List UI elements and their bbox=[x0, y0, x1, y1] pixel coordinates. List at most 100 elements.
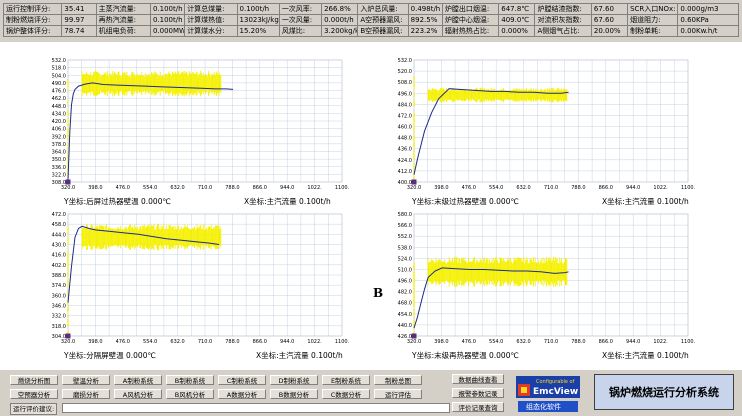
x-tick-label: 476.0 bbox=[462, 339, 476, 345]
toolbar-button[interactable]: D制粉系统 bbox=[270, 375, 318, 385]
y-tick-label: 496.0 bbox=[398, 91, 412, 97]
status-value: 0.100t/h bbox=[149, 14, 186, 26]
status-label: 入炉总风量: bbox=[357, 3, 409, 15]
y-tick-label: 392.0 bbox=[52, 134, 66, 140]
y-tick-label: 518.0 bbox=[52, 66, 66, 72]
y-tick-label: 476.0 bbox=[52, 89, 66, 95]
x-tick-label: 710.0 bbox=[198, 185, 212, 191]
chart-3-xlabel: X坐标:主汽流量 0.100t/h bbox=[256, 351, 343, 360]
status-value: 647.8℃ bbox=[498, 3, 536, 15]
x-tick-label: 866.0 bbox=[599, 339, 613, 345]
y-tick-label: 416.0 bbox=[52, 253, 66, 259]
advice-input[interactable] bbox=[62, 403, 450, 413]
data-curve-button[interactable]: 数据曲线查看 bbox=[452, 374, 504, 384]
y-tick-label: 308.0 bbox=[52, 180, 66, 186]
chart-1: 532.0518.0504.0490.0476.0462.0448.0434.0… bbox=[52, 58, 350, 191]
toolbar-button[interactable]: C制粉系统 bbox=[218, 375, 266, 385]
toolbar-button[interactable]: 制粉总图 bbox=[374, 375, 422, 385]
y-tick-label: 378.0 bbox=[52, 142, 66, 148]
status-value: 35.41 bbox=[61, 3, 97, 15]
y-tick-label: 510.0 bbox=[398, 267, 412, 273]
y-tick-label: 462.0 bbox=[52, 96, 66, 102]
y-tick-label: 424.0 bbox=[398, 158, 412, 164]
x-tick-label: 710.0 bbox=[198, 339, 212, 345]
x-tick-label: 944.0 bbox=[626, 185, 640, 191]
x-tick-label: 788.0 bbox=[571, 185, 585, 191]
toolbar-button[interactable]: B数据分析 bbox=[270, 389, 318, 399]
y-tick-label: 538.0 bbox=[398, 245, 412, 251]
toolbar-button[interactable]: E制粉系统 bbox=[322, 375, 370, 385]
x-tick-label: 320.0 bbox=[407, 185, 421, 191]
status-label: 对流积灰指数: bbox=[534, 14, 592, 26]
y-tick-label: 336.0 bbox=[52, 165, 66, 171]
toolbar-button[interactable]: 磨损分析 bbox=[62, 389, 110, 399]
status-label: 烟道阻力: bbox=[627, 14, 679, 26]
toolbar-button[interactable]: 壁温分析 bbox=[62, 375, 110, 385]
y-tick-label: 532.0 bbox=[398, 58, 412, 64]
chart-4-ylabel: Y坐标:末级再热器壁温 0.000℃ bbox=[412, 351, 519, 360]
status-label: 计算煤水分: bbox=[184, 25, 238, 37]
x-tick-label: 1022. bbox=[653, 339, 668, 345]
toolbar-button[interactable]: B风机分析 bbox=[166, 389, 214, 399]
status-value: 409.0℃ bbox=[498, 14, 536, 26]
status-value: 0.000g/m3 bbox=[677, 3, 739, 15]
b-marker: B bbox=[373, 286, 384, 300]
toolbar-button[interactable]: A风机分析 bbox=[114, 389, 162, 399]
toolbar-button[interactable]: A数据分析 bbox=[218, 389, 266, 399]
status-label: SCR入口NOx: bbox=[627, 3, 679, 15]
y-tick-label: 322.0 bbox=[52, 172, 66, 178]
toolbar-button[interactable]: 空预器分析 bbox=[10, 389, 58, 399]
x-tick-label: 320.0 bbox=[61, 185, 75, 191]
x-tick-label: 788.0 bbox=[225, 339, 239, 345]
y-tick-label: 448.0 bbox=[398, 136, 412, 142]
series-line bbox=[413, 88, 569, 175]
x-tick-label: 554.0 bbox=[143, 339, 157, 345]
y-tick-label: 520.0 bbox=[398, 69, 412, 75]
status-value: 0.498t/h bbox=[407, 3, 443, 15]
y-tick-label: 484.0 bbox=[398, 102, 412, 108]
y-tick-label: 406.0 bbox=[52, 127, 66, 133]
scatter-points bbox=[67, 224, 222, 336]
origin-marker bbox=[411, 333, 417, 339]
x-tick-label: 1022. bbox=[307, 185, 322, 191]
x-tick-label: 1100. bbox=[681, 339, 696, 345]
status-value: 223.2% bbox=[407, 25, 443, 37]
status-label: 计算总煤量: bbox=[184, 3, 238, 15]
x-tick-label: 866.0 bbox=[599, 185, 613, 191]
chart-2-xlabel: X坐标:主汽流量 0.100t/h bbox=[602, 197, 689, 206]
logo-bottom-text: 组态化软件 bbox=[526, 402, 561, 411]
toolbar-button[interactable]: C数据分析 bbox=[322, 389, 370, 399]
toolbar-button[interactable]: A制粉系统 bbox=[114, 375, 162, 385]
status-value: 0.60KPa bbox=[677, 14, 739, 26]
status-value: 0.000% bbox=[498, 25, 536, 37]
x-tick-label: 320.0 bbox=[61, 339, 75, 345]
y-tick-label: 412.0 bbox=[398, 169, 412, 175]
alarm-record-button[interactable]: 报警参数记录 bbox=[452, 388, 504, 398]
y-tick-label: 448.0 bbox=[52, 104, 66, 110]
status-value: 0.100t/h bbox=[236, 3, 280, 15]
x-tick-label: 866.0 bbox=[253, 339, 267, 345]
evaluation-query-button[interactable]: 评价记录查询 bbox=[452, 402, 504, 412]
y-tick-label: 374.0 bbox=[52, 283, 66, 289]
x-tick-label: 1022. bbox=[307, 339, 322, 345]
x-tick-label: 632.0 bbox=[170, 339, 184, 345]
x-tick-label: 944.0 bbox=[626, 339, 640, 345]
y-tick-label: 440.0 bbox=[398, 323, 412, 329]
x-tick-label: 710.0 bbox=[544, 339, 558, 345]
status-label: 制粉单耗: bbox=[627, 25, 679, 37]
toolbar-button[interactable]: B制粉系统 bbox=[166, 375, 214, 385]
x-tick-label: 1022. bbox=[653, 185, 668, 191]
chart-area: 532.0 518.0 504.0 490.0 476.0 462.0 448.0 434.0… bbox=[0, 42, 742, 370]
x-tick-label: 1100. bbox=[335, 339, 350, 345]
toolbar-button[interactable]: 运行评估 bbox=[374, 389, 422, 399]
status-row: 运行控制评分: 35.41 主蒸汽流量: 0.100t/h 计算总煤量: 0.100t/h… bbox=[2, 3, 739, 15]
toolbar-button[interactable]: 燃烧分析图 bbox=[10, 375, 58, 385]
x-tick-label: 554.0 bbox=[489, 339, 503, 345]
x-tick-label: 710.0 bbox=[544, 185, 558, 191]
status-label: 一次风量: bbox=[278, 14, 323, 26]
origin-marker bbox=[65, 179, 71, 185]
x-tick-label: 398.0 bbox=[434, 185, 448, 191]
y-tick-label: 566.0 bbox=[398, 223, 412, 229]
status-label: 机组电负荷: bbox=[95, 25, 151, 37]
y-tick-label: 454.0 bbox=[398, 312, 412, 318]
